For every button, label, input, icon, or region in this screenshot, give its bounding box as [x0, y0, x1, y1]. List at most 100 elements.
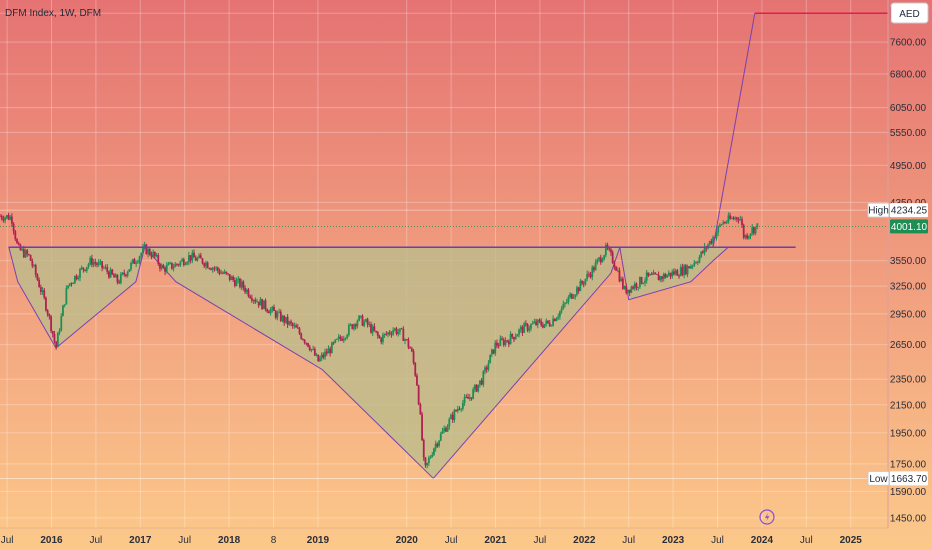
candle-body	[136, 261, 139, 263]
candle-body	[441, 430, 444, 434]
candle-body	[640, 276, 643, 284]
candle-body	[397, 332, 400, 335]
candle-body	[564, 302, 566, 304]
candle-body	[623, 286, 626, 289]
candle-body	[400, 328, 403, 330]
candle-body	[409, 347, 412, 349]
candle-body	[552, 318, 555, 326]
candle-body	[106, 267, 109, 272]
candle-body	[664, 274, 667, 278]
candle-body	[239, 278, 241, 288]
candle-body	[7, 215, 10, 220]
candle-body	[2, 218, 5, 221]
candle-body	[468, 397, 471, 399]
candle-body	[303, 339, 306, 343]
candle-body	[39, 287, 42, 292]
candle-body	[431, 454, 434, 457]
y-tick-label: 3250.00	[890, 282, 927, 293]
candle-body	[50, 316, 52, 331]
candle-body	[256, 301, 258, 303]
candle-body	[526, 323, 529, 331]
candle-body	[312, 348, 315, 350]
y-tick-label: 3550.00	[890, 256, 927, 267]
candle-body	[148, 248, 151, 255]
candle-body	[620, 278, 623, 282]
candle-body	[56, 332, 59, 348]
candle-body	[0, 215, 3, 219]
high-price-badge-bg	[890, 203, 928, 218]
candle-body	[742, 224, 745, 238]
candle-body	[138, 256, 141, 262]
candle-body	[550, 325, 553, 327]
candle-body	[538, 319, 541, 322]
candle-body	[647, 272, 650, 276]
candle-body	[722, 222, 725, 225]
candle-body	[12, 223, 15, 232]
candle-body	[274, 311, 277, 318]
candle-body	[291, 323, 294, 327]
candle-body	[519, 326, 522, 330]
candle-body	[751, 227, 754, 234]
candle-body	[649, 274, 652, 276]
candle-body	[143, 244, 146, 248]
candle-body	[674, 270, 677, 275]
candle-body	[576, 287, 578, 295]
candle-body	[288, 321, 291, 325]
candle-body	[167, 263, 170, 266]
candle-body	[33, 265, 35, 267]
candle-body	[68, 283, 71, 286]
price-axis[interactable]: 7600.006800.006050.005550.004950.004350.…	[890, 38, 927, 525]
x-tick-label: Jul	[800, 535, 813, 546]
x-tick-label: 2025	[840, 535, 863, 546]
candle-body	[235, 280, 238, 287]
candle-body	[562, 303, 565, 309]
candle-body	[565, 302, 568, 303]
candle-body	[102, 267, 105, 269]
high-tag-bg	[867, 202, 890, 218]
candle-body	[182, 259, 185, 266]
candles	[0, 212, 759, 469]
candle-body	[313, 348, 316, 356]
candle-body	[467, 396, 469, 399]
candle-body	[170, 262, 173, 269]
x-tick-label: 2018	[218, 535, 241, 546]
candle-body	[211, 267, 214, 270]
candle-body	[26, 250, 29, 255]
candle-body	[557, 316, 560, 319]
candle-body	[587, 273, 590, 275]
candle-body	[262, 300, 265, 310]
x-tick-label: 8	[271, 535, 277, 546]
candle-body	[679, 267, 682, 277]
candle-body	[693, 262, 696, 266]
candle-body	[736, 217, 738, 220]
candle-body	[189, 255, 192, 261]
candle-body	[536, 319, 539, 326]
currency-button[interactable]: AED	[890, 2, 929, 24]
candle-body	[513, 336, 515, 340]
candle-body	[181, 259, 183, 262]
x-tick-label: Jul	[90, 535, 103, 546]
candle-body	[126, 272, 129, 276]
candle-body	[334, 339, 337, 343]
candle-body	[443, 428, 446, 431]
candle-body	[128, 269, 131, 273]
lightning-icon[interactable]	[759, 509, 775, 525]
candle-body	[252, 299, 255, 301]
candle-body	[123, 272, 126, 275]
candle-body	[632, 286, 634, 289]
candle-body	[669, 272, 672, 277]
candle-body	[232, 276, 235, 281]
candle-body	[376, 332, 379, 336]
candle-body	[290, 321, 292, 324]
time-axis[interactable]: Jul 2016 Jul 2017 Jul 2018 8 2019 2020 Jul 2021 Jul…	[1, 535, 863, 546]
candle-body	[366, 319, 369, 325]
candle-body	[237, 278, 240, 281]
candle-body	[616, 270, 619, 272]
candle-body	[591, 267, 594, 278]
candle-body	[177, 264, 180, 266]
candle-body	[346, 334, 349, 339]
candle-body	[462, 402, 464, 409]
candle-body	[80, 267, 83, 270]
candle-body	[729, 215, 731, 219]
